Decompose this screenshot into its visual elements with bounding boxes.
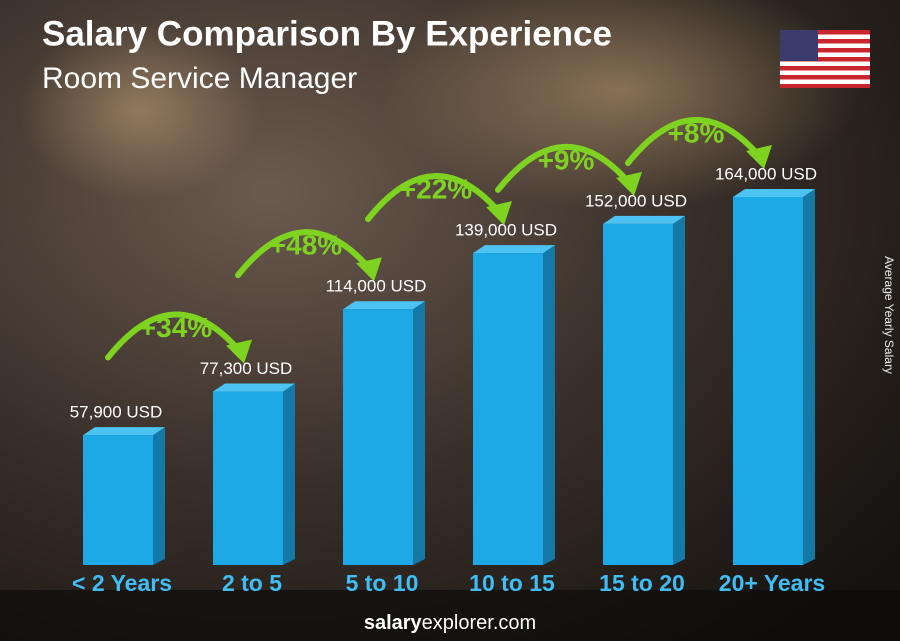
- x-tick-label: 15 to 20: [599, 570, 685, 596]
- bar-top: [473, 245, 555, 254]
- x-tick-label: 20+ Years: [719, 570, 825, 596]
- bar-side: [283, 383, 295, 565]
- change-label: +22%: [400, 173, 472, 204]
- x-tick-label: < 2 Years: [72, 570, 172, 596]
- value-label: 77,300 USD: [200, 359, 293, 378]
- bar: [343, 309, 413, 565]
- change-label: +48%: [270, 230, 342, 261]
- bar-top: [343, 301, 425, 310]
- footer: salaryexplorer.com: [364, 612, 536, 634]
- change-arrowhead: [616, 171, 642, 196]
- background-glow: [380, 0, 860, 210]
- bar: [733, 197, 803, 565]
- value-label: 164,000 USD: [715, 164, 817, 183]
- change-arrowhead: [226, 339, 252, 364]
- change-arrowhead: [356, 257, 382, 282]
- bar-side: [413, 301, 425, 565]
- bar-side: [803, 189, 815, 565]
- change-label: +9%: [538, 144, 595, 175]
- bar-side: [153, 427, 165, 565]
- change-arrow: [105, 311, 243, 361]
- bar-side: [673, 215, 685, 566]
- bar-top: [733, 189, 815, 197]
- footer-brand: salary: [364, 612, 423, 634]
- change-label: +34%: [140, 312, 212, 343]
- value-label: 114,000 USD: [326, 277, 427, 296]
- bar-top: [83, 427, 165, 436]
- flag: [780, 30, 870, 88]
- bar: [473, 253, 543, 565]
- value-label: 152,000 USD: [585, 191, 687, 210]
- change-arrow: [235, 229, 373, 279]
- bar-top: [213, 383, 295, 392]
- change-label: +8%: [668, 117, 725, 148]
- bar: [213, 391, 283, 565]
- change-arrow: [495, 143, 633, 193]
- change-arrow: [365, 173, 503, 223]
- change-arrowhead: [746, 145, 772, 169]
- value-label: 139,000 USD: [455, 221, 557, 240]
- bar-side: [543, 245, 555, 565]
- x-tick-label: 10 to 15: [469, 570, 555, 596]
- footer-domain: explorer.com: [422, 612, 537, 634]
- footer-band: [0, 590, 900, 641]
- change-arrowhead: [486, 201, 512, 226]
- bar-top: [603, 215, 685, 224]
- bar: [83, 435, 153, 565]
- background-glow: [20, 20, 260, 200]
- bar: [603, 223, 673, 566]
- x-tick-label: 5 to 10: [346, 570, 419, 596]
- y-axis-label: Average Yearly Salary: [882, 256, 896, 374]
- change-arrow: [625, 117, 763, 166]
- value-label: 57,900 USD: [70, 403, 163, 422]
- chart-title: Salary Comparison By Experience: [42, 14, 612, 53]
- chart-subtitle: Room Service Manager: [42, 62, 357, 95]
- x-tick-label: 2 to 5: [222, 570, 282, 596]
